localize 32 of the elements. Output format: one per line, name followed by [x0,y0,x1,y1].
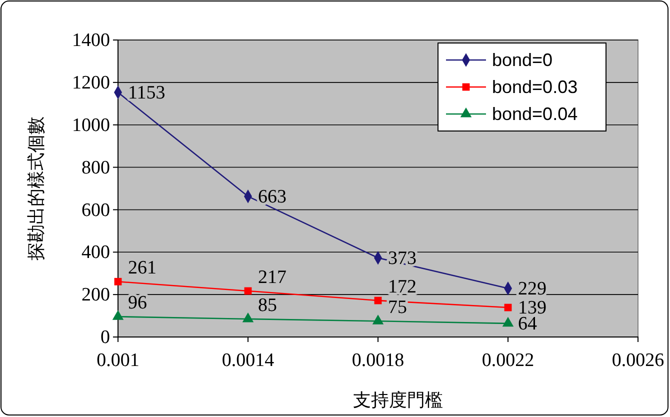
point [242,312,254,322]
y-tick-label: 600 [82,200,110,221]
data-label: 96 [128,292,147,314]
data-label: 663 [258,186,286,208]
x-tick-label: 0.0014 [222,350,275,371]
y-axis-title: 探勘出的樣式個數 [26,116,47,260]
legend-label: bond=0.03 [492,77,578,97]
data-label: 64 [518,313,538,334]
point [114,278,122,286]
data-label: 172 [388,276,416,298]
point [372,314,384,324]
data-label: 85 [258,294,277,316]
legend-label: bond=0.04 [492,104,578,124]
x-tick-label: 0.0018 [352,350,404,371]
data-label: 217 [258,266,286,288]
y-tick-label: 1400 [72,30,110,52]
y-tick-label: 1000 [72,114,110,136]
point [502,316,514,327]
y-tick-label: 0 [100,327,110,348]
legend-label: bond=0 [492,50,553,70]
y-tick-label: 400 [82,242,110,264]
x-tick-label: 0.0026 [612,350,664,371]
y-tick-label: 1200 [72,72,110,94]
data-label: 261 [128,258,156,279]
point [112,310,124,320]
x-axis-title: 支持度門檻 [353,390,443,411]
data-label: 75 [388,297,407,318]
x-tick-label: 0.0022 [482,350,534,371]
y-tick-label: 800 [82,157,110,178]
y-tick-label: 200 [82,284,110,306]
data-label: 1153 [128,82,166,104]
x-tick-label: 0.001 [96,350,140,371]
